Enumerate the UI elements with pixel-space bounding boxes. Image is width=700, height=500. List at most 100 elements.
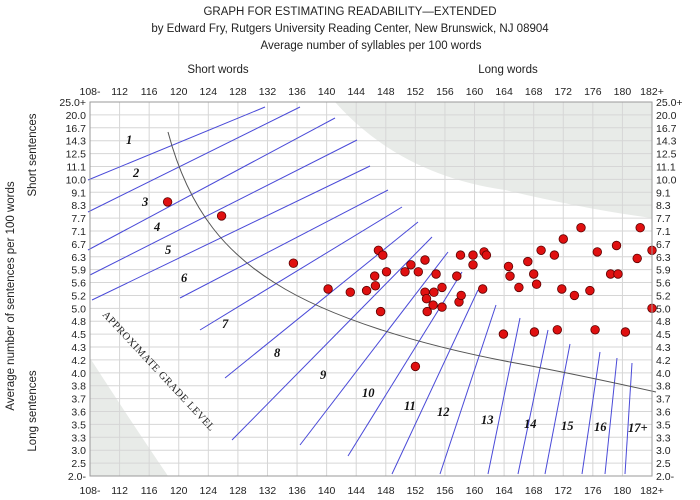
grade-boundary-line: [391, 289, 479, 475]
x-tick-label-top: 172: [554, 86, 572, 98]
data-point: [552, 325, 563, 335]
x-tick-label-top: 128: [229, 86, 247, 98]
grade-boundary-line: [91, 165, 371, 301]
data-point: [531, 279, 542, 289]
x-tick-label-bottom: 140: [318, 485, 336, 497]
grade-label: 11: [404, 399, 416, 413]
x-tick-label-bottom: 182+: [640, 485, 664, 497]
grade-boundary-line: [517, 329, 549, 475]
y-tick-label-right: 3.5: [656, 419, 671, 431]
data-point: [456, 290, 466, 301]
x-tick-label-top: 144: [347, 86, 365, 98]
x-tick-label-bottom: 128: [229, 485, 247, 497]
x-tick-label-bottom: 180: [614, 485, 632, 497]
data-point: [529, 327, 540, 337]
y-tick-label-right: 2.0-: [656, 471, 675, 483]
data-point: [455, 250, 466, 260]
data-point: [400, 267, 410, 277]
grade-boundary-line: [581, 351, 601, 475]
y-group-long-sentences: Long sentences: [27, 370, 39, 451]
data-point: [437, 302, 447, 312]
grade-label: 17+: [628, 421, 648, 435]
y-tick-label-right: 5.0: [656, 303, 671, 315]
x-tick-label-top: 182+: [640, 86, 664, 98]
data-point: [429, 287, 439, 297]
x-tick-label-top: 164: [495, 86, 513, 98]
y-tick-label-left: 4.8: [71, 316, 86, 328]
data-point: [514, 282, 524, 293]
data-point: [592, 247, 603, 257]
x-tick-label-bottom: 164: [495, 485, 513, 497]
x-tick-label-top: 176: [584, 86, 602, 98]
data-point: [370, 281, 381, 291]
data-point: [288, 258, 299, 268]
grade-label: 2: [132, 166, 139, 180]
data-point: [523, 256, 533, 267]
grade-boundary-line: [624, 362, 633, 475]
y-tick-label-right: 7.1: [656, 226, 671, 238]
data-point: [505, 271, 515, 281]
grade-label: 13: [481, 413, 494, 427]
x-tick-label-bottom: 172: [554, 485, 572, 497]
data-point: [413, 267, 424, 277]
y-tick-label-right: 6.3: [656, 252, 671, 264]
y-tick-label-left: 3.8: [71, 381, 86, 393]
y-tick-label-right: 5.9: [656, 265, 671, 277]
y-tick-label-left: 5.9: [71, 265, 86, 277]
y-tick-label-left: 3.0: [71, 445, 86, 457]
data-point: [620, 327, 631, 337]
data-point: [549, 250, 560, 260]
y-tick-label-right: 7.7: [656, 213, 671, 225]
y-tick-label-right: 3.0: [656, 445, 671, 457]
x-tick-label-top: 140: [318, 86, 336, 98]
y-tick-label-left: 14.3: [66, 136, 87, 148]
y-tick-label-left: 5.0: [71, 303, 86, 315]
y-tick-label-left: 4.0: [71, 368, 86, 380]
y-tick-label-right: 2.5: [656, 458, 671, 470]
data-point: [590, 325, 600, 335]
x-tick-label-bottom: 148: [377, 485, 395, 497]
y-tick-label-left: 2.0-: [68, 471, 87, 483]
x-tick-label-top: 112: [111, 86, 128, 98]
tick-labels: 108-108-11211211611612012012412412812813…: [59, 86, 682, 497]
grade-label: 6: [181, 271, 188, 285]
y-tick-label-right: 3.3: [656, 432, 671, 444]
y-tick-label-left: 3.7: [71, 394, 86, 406]
y-tick-label-left: 7.1: [71, 226, 86, 238]
data-point: [378, 250, 388, 260]
x-tick-label-bottom: 152: [407, 485, 425, 497]
data-point: [529, 269, 539, 279]
data-point: [557, 284, 567, 294]
data-point: [468, 250, 478, 260]
grade-label: 4: [153, 220, 160, 234]
chart-title: GRAPH FOR ESTIMATING READABILITY—EXTENDE…: [203, 6, 496, 18]
y-group-short-sentences: Short sentences: [27, 113, 39, 196]
grade-boundary-line: [487, 317, 521, 475]
data-point: [498, 329, 509, 339]
grade-label: 5: [165, 243, 171, 257]
x-tick-label-bottom: 120: [170, 485, 188, 497]
data-point: [420, 255, 430, 265]
data-point: [410, 361, 421, 372]
data-point: [558, 234, 569, 244]
y-tick-label-left: 4.3: [71, 342, 86, 354]
y-tick-label-left: 11.1: [66, 161, 86, 173]
x-tick-label-bottom: 108-: [79, 485, 101, 497]
y-tick-label-right: 5.6: [656, 278, 671, 290]
data-point: [345, 287, 356, 297]
x-tick-label-top: 124: [200, 86, 218, 98]
data-point: [361, 285, 372, 296]
x-tick-label-bottom: 132: [259, 485, 277, 497]
data-point: [569, 290, 580, 301]
grade-label: 7: [222, 317, 229, 331]
grade-boundary-line: [544, 343, 571, 475]
x-tick-label-top: 152: [407, 86, 425, 98]
y-tick-label-right: 4.0: [656, 368, 671, 380]
x-tick-label-top: 156: [436, 86, 454, 98]
y-tick-label-right: 8.3: [656, 200, 671, 212]
x-tick-label-top: 148: [377, 86, 395, 98]
x-axis-title: Average number of syllables per 100 word…: [261, 40, 482, 52]
grade-boundary-line: [199, 206, 403, 331]
data-points: [162, 197, 657, 372]
invalid-zone-upper-right: [335, 102, 652, 218]
